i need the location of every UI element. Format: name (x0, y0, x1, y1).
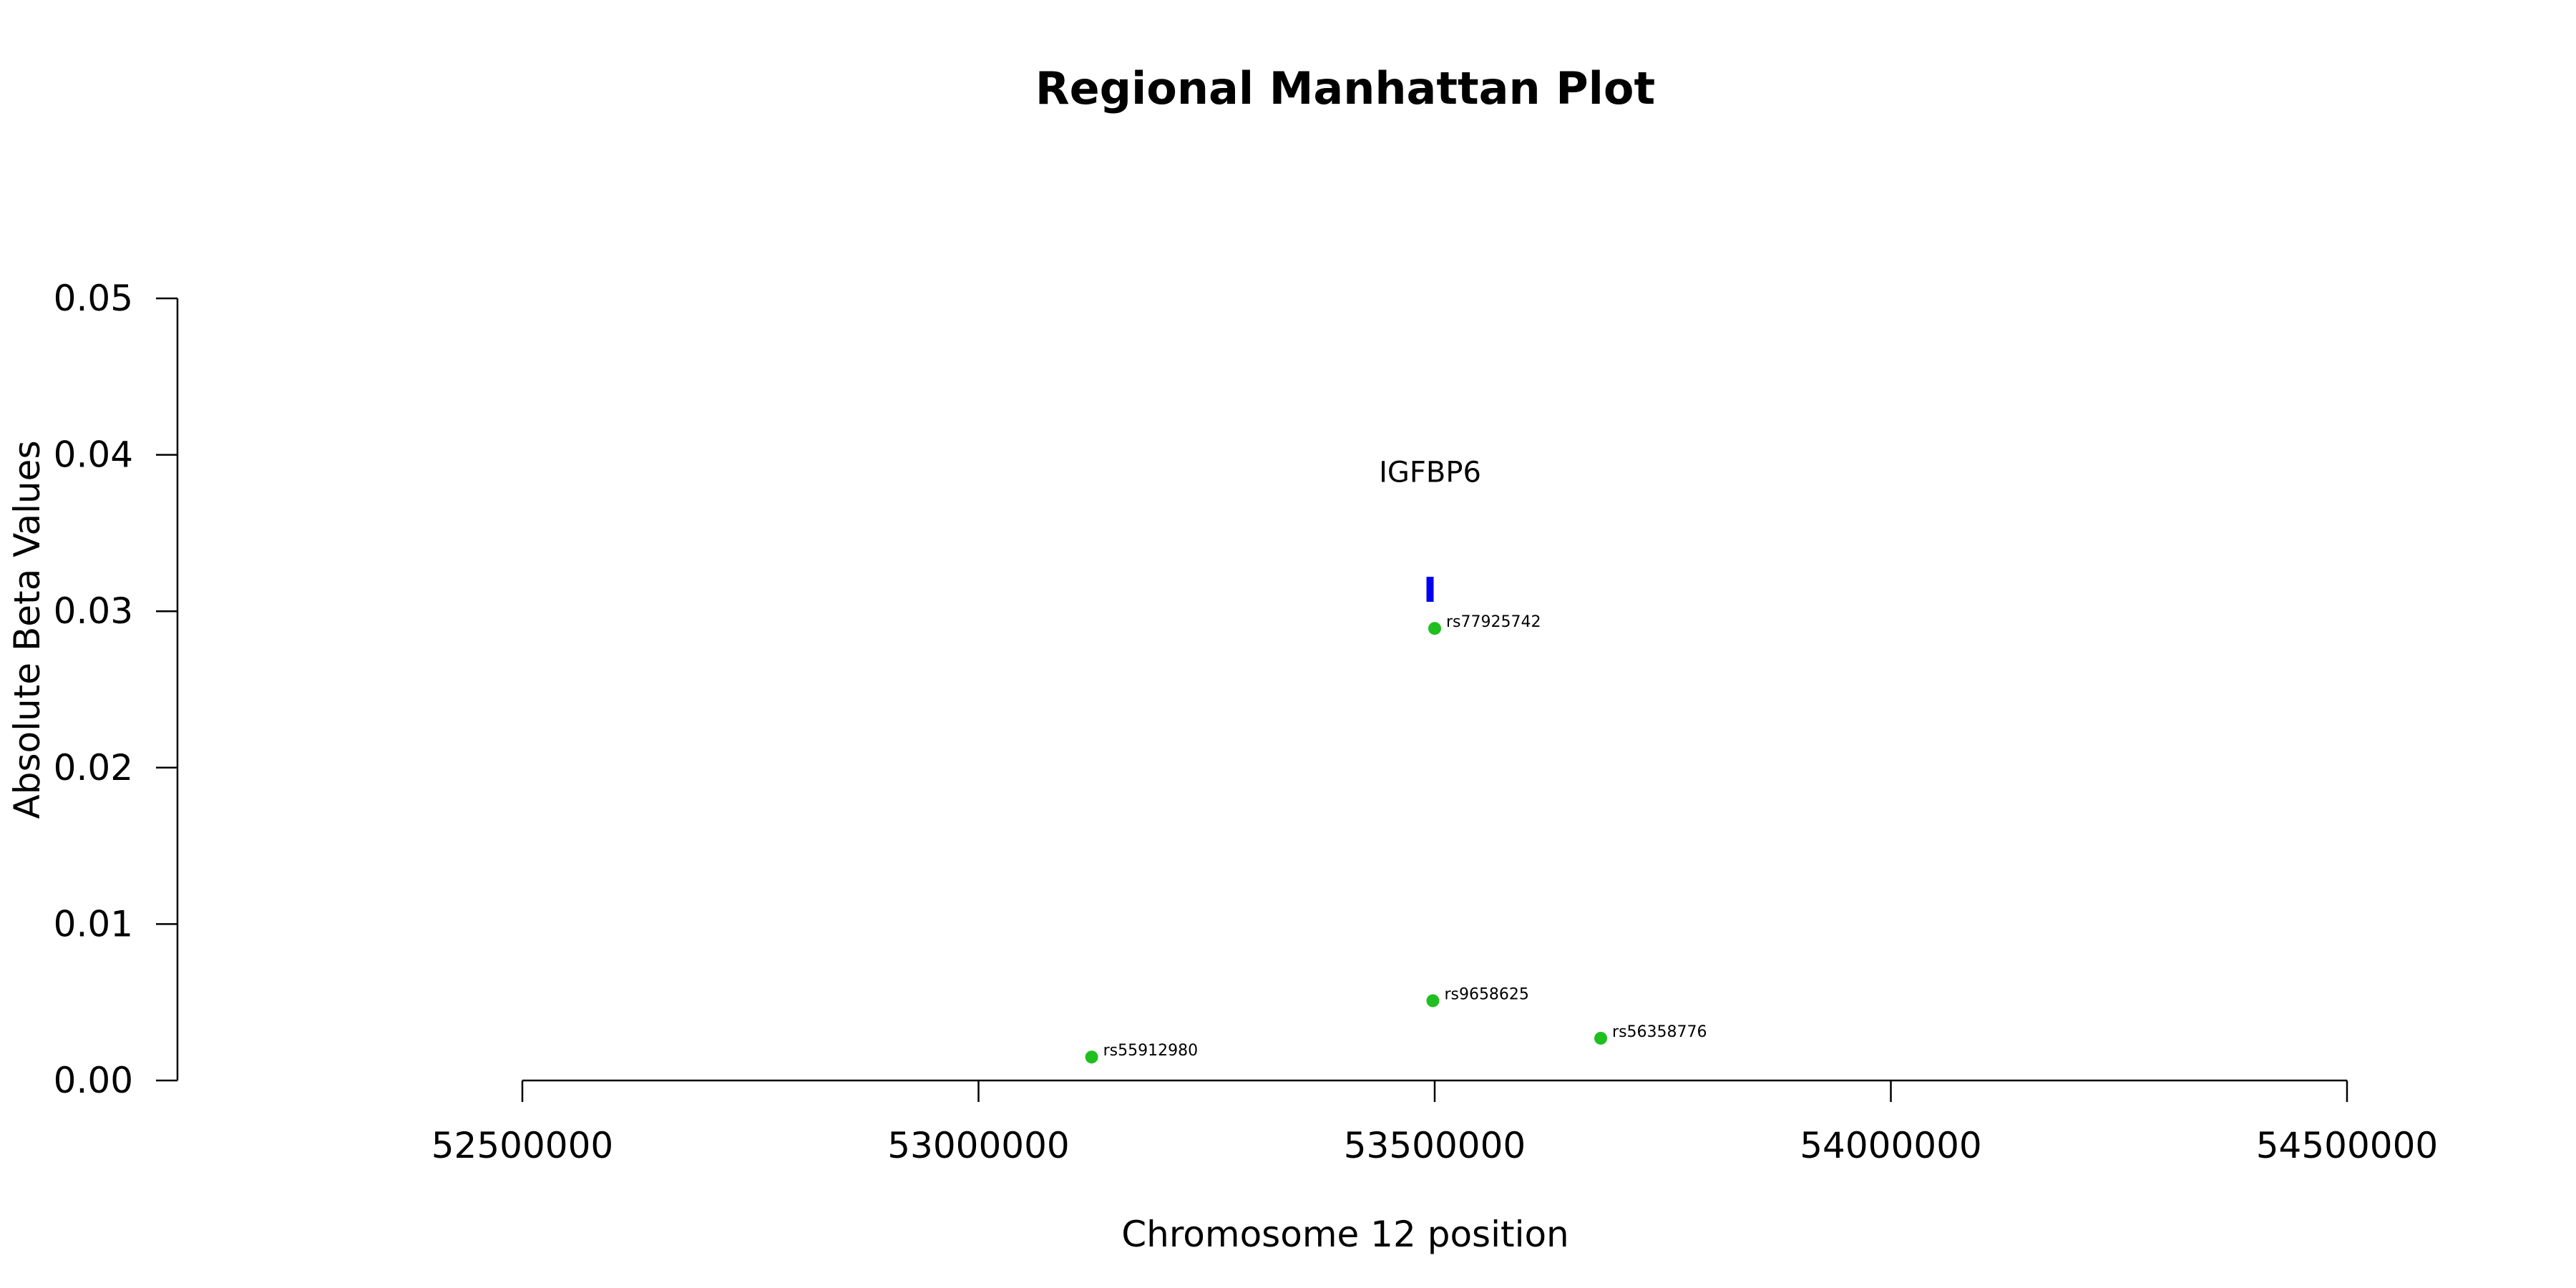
y-tick-label: 0.03 (54, 590, 133, 632)
gene-track: IGFBP6 (1379, 457, 1481, 602)
x-axis: 52500000 53000000 53500000 54000000 54500000 (431, 1079, 2439, 1166)
snp-points: rs77925742 rs9658625 rs56358776 rs55912980 (1085, 613, 1707, 1064)
y-axis-title: Absolute Beta Values (6, 441, 48, 819)
x-tick-label: 54500000 (2256, 1125, 2439, 1166)
x-axis-title: Chromosome 12 position (1121, 1214, 1569, 1255)
y-tick-label: 0.01 (54, 903, 133, 945)
snp-label: rs55912980 (1103, 1042, 1198, 1060)
snp-point (1428, 622, 1441, 635)
x-tick-label: 53500000 (1344, 1125, 1526, 1166)
x-tick-label: 54000000 (1800, 1125, 1982, 1166)
snp-label: rs77925742 (1446, 613, 1541, 631)
snp-point (1426, 994, 1440, 1008)
snp-point (1085, 1050, 1098, 1064)
chart-title: Regional Manhattan Plot (1035, 62, 1655, 114)
y-tick-label: 0.04 (54, 434, 133, 476)
snp-point (1594, 1031, 1608, 1045)
y-tick-label: 0.05 (54, 278, 133, 319)
y-tick-label: 0.02 (54, 747, 133, 789)
snp-label: rs56358776 (1612, 1023, 1707, 1041)
y-tick-label: 0.00 (54, 1060, 133, 1101)
gene-bar (1426, 577, 1434, 602)
gene-label: IGFBP6 (1379, 457, 1481, 489)
x-tick-label: 52500000 (431, 1125, 614, 1166)
snp-label: rs9658625 (1444, 986, 1529, 1004)
y-axis: 0.00 0.01 0.02 0.03 0.04 0.05 (54, 278, 179, 1101)
x-tick-label: 53000000 (887, 1125, 1070, 1166)
